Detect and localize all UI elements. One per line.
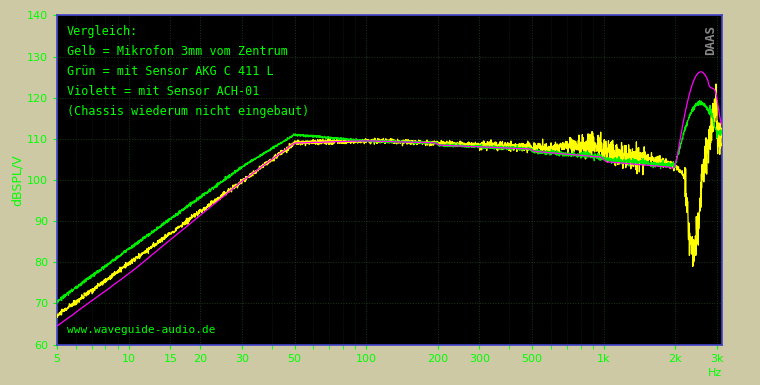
Text: Vergleich:
Gelb = Mikrofon 3mm vom Zentrum
Grün = mit Sensor AKG C 411 L
Violett: Vergleich: Gelb = Mikrofon 3mm vom Zentr… bbox=[67, 25, 309, 118]
Y-axis label: dBSPL/V: dBSPL/V bbox=[11, 154, 24, 206]
Text: www.waveguide-audio.de: www.waveguide-audio.de bbox=[67, 325, 216, 335]
Text: DAAS: DAAS bbox=[704, 25, 717, 55]
Text: Hz: Hz bbox=[708, 368, 722, 378]
